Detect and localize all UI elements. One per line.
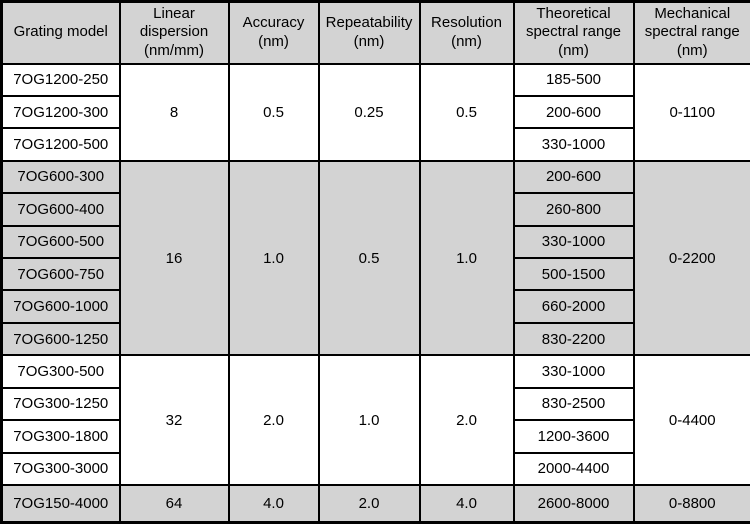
resolution-cell: 4.0 — [418, 483, 515, 524]
col-header-theoretical-spectral-range: Theoretical spectral range (nm) — [512, 0, 635, 65]
table-row: 7OG600-750 500-1500 — [0, 257, 750, 292]
accuracy-cell: 0.5 — [227, 62, 320, 162]
table-row: 7OG300-3000 2000-4400 — [0, 451, 750, 486]
table-row: 7OG600-1250 830-2200 — [0, 321, 750, 357]
table-row: 7OG1200-500 330-1000 — [0, 127, 750, 162]
col-header-accuracy: Accuracy (nm) — [227, 0, 320, 65]
table-row: 7OG600-500 330-1000 — [0, 224, 750, 260]
model-cell: 7OG1200-500 — [0, 127, 121, 162]
resolution-cell: 2.0 — [418, 354, 515, 486]
theoretical-range-cell: 830-2200 — [512, 321, 635, 357]
theoretical-range-cell: 2000-4400 — [512, 451, 635, 486]
model-cell: 7OG600-1250 — [0, 321, 121, 357]
linear-dispersion-cell: 64 — [118, 483, 230, 524]
theoretical-range-cell: 500-1500 — [512, 257, 635, 292]
model-cell: 7OG600-1000 — [0, 289, 121, 324]
accuracy-cell: 4.0 — [227, 483, 320, 524]
model-cell: 7OG600-500 — [0, 224, 121, 260]
header-row: Grating model Linear dispersion (nm/mm) … — [0, 0, 750, 65]
theoretical-range-cell: 1200-3600 — [512, 419, 635, 454]
table-row: 7OG1200-250 8 0.5 0.25 0.5 185-500 0-110… — [0, 62, 750, 162]
model-cell: 7OG300-1250 — [0, 386, 121, 422]
model-cell: 7OG1200-300 — [0, 94, 121, 130]
table-row: 7OG600-400 260-800 — [0, 192, 750, 227]
mechanical-range-cell: 0-8800 — [632, 483, 750, 524]
linear-dispersion-cell: 16 — [118, 159, 230, 357]
repeatability-cell: 2.0 — [317, 483, 421, 524]
mechanical-range-cell: 0-2200 — [632, 159, 750, 357]
resolution-cell: 1.0 — [418, 159, 515, 357]
col-header-repeatability: Repeatability (nm) — [317, 0, 421, 65]
table-row: 7OG150-4000 64 4.0 2.0 4.0 2600-8000 0-8… — [0, 483, 750, 524]
theoretical-range-cell: 200-600 — [512, 159, 635, 195]
accuracy-cell: 2.0 — [227, 354, 320, 486]
linear-dispersion-cell: 32 — [118, 354, 230, 486]
mechanical-range-cell: 0-4400 — [632, 354, 750, 486]
theoretical-range-cell: 660-2000 — [512, 289, 635, 324]
table-row: 7OG300-1800 1200-3600 — [0, 419, 750, 454]
theoretical-range-cell: 330-1000 — [512, 127, 635, 162]
table-row: 7OG600-1000 660-2000 — [0, 289, 750, 324]
theoretical-range-cell: 330-1000 — [512, 224, 635, 260]
col-header-resolution: Resolution (nm) — [418, 0, 515, 65]
repeatability-cell: 0.25 — [317, 62, 421, 162]
col-header-grating-model: Grating model — [0, 0, 121, 65]
theoretical-range-cell: 260-800 — [512, 192, 635, 227]
model-cell: 7OG150-4000 — [0, 483, 121, 524]
theoretical-range-cell: 200-600 — [512, 94, 635, 130]
table-row: 7OG300-500 32 2.0 1.0 2.0 330-1000 0-440… — [0, 354, 750, 486]
model-cell: 7OG1200-250 — [0, 62, 121, 97]
repeatability-cell: 1.0 — [317, 354, 421, 486]
table-row: 7OG1200-300 200-600 — [0, 94, 750, 130]
theoretical-range-cell: 185-500 — [512, 62, 635, 97]
linear-dispersion-cell: 8 — [118, 62, 230, 162]
repeatability-cell: 0.5 — [317, 159, 421, 357]
model-cell: 7OG300-500 — [0, 354, 121, 389]
theoretical-range-cell: 330-1000 — [512, 354, 635, 389]
col-header-linear-dispersion: Linear dispersion (nm/mm) — [118, 0, 230, 65]
table-row: 7OG300-1250 830-2500 — [0, 386, 750, 422]
theoretical-range-cell: 2600-8000 — [512, 483, 635, 524]
table-row: 7OG600-300 16 1.0 0.5 1.0 200-600 0-2200 — [0, 159, 750, 357]
col-header-mechanical-spectral-range: Mechanical spectral range (nm) — [632, 0, 750, 65]
accuracy-cell: 1.0 — [227, 159, 320, 357]
theoretical-range-cell: 830-2500 — [512, 386, 635, 422]
model-cell: 7OG600-300 — [0, 159, 121, 195]
model-cell: 7OG300-3000 — [0, 451, 121, 486]
mechanical-range-cell: 0-1100 — [632, 62, 750, 162]
model-cell: 7OG600-400 — [0, 192, 121, 227]
model-cell: 7OG300-1800 — [0, 419, 121, 454]
model-cell: 7OG600-750 — [0, 257, 121, 292]
resolution-cell: 0.5 — [418, 62, 515, 162]
